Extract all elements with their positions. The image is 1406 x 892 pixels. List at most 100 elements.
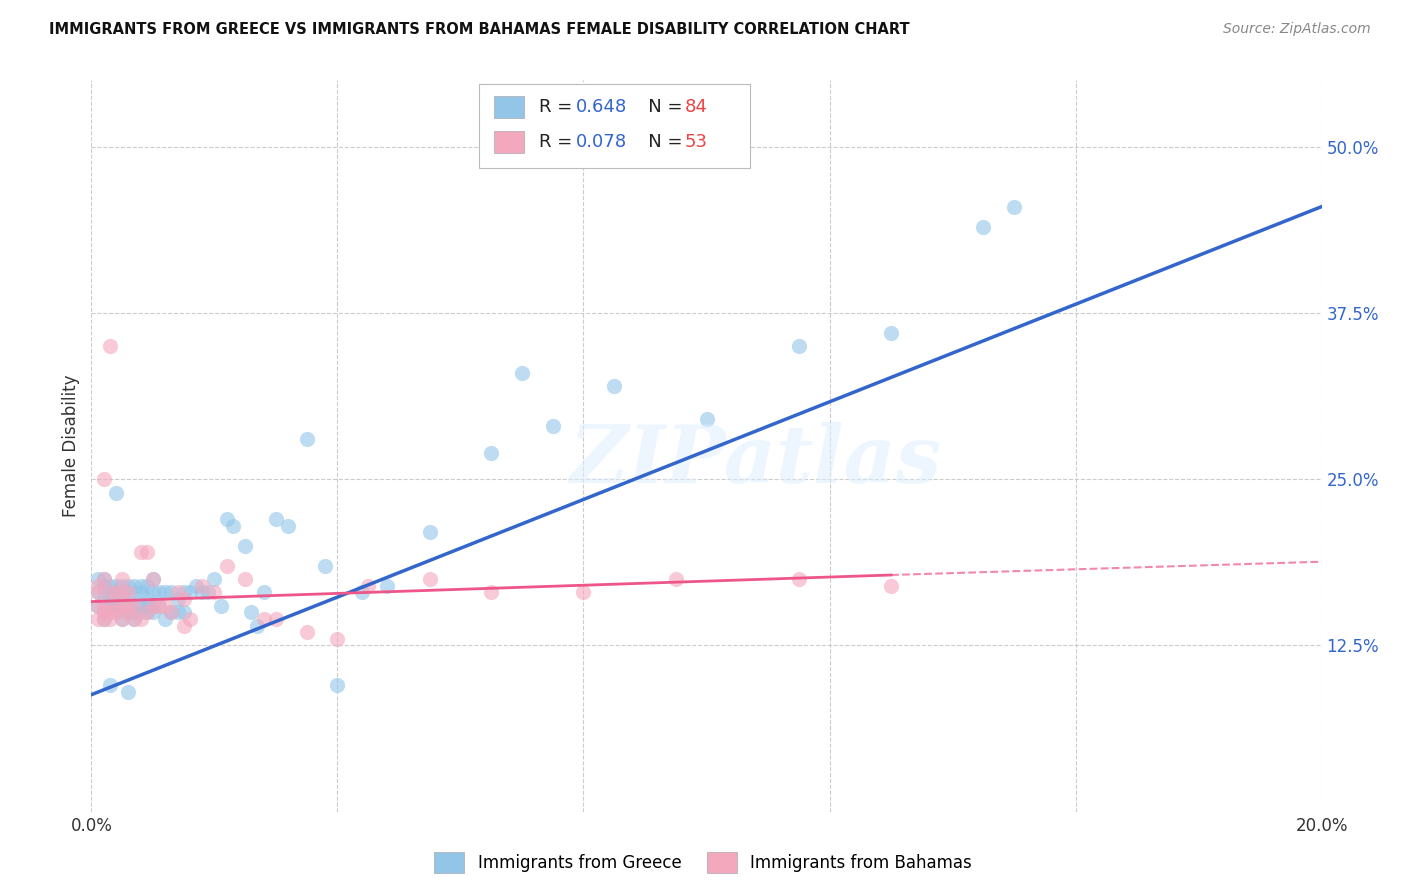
FancyBboxPatch shape [494, 131, 524, 153]
Point [142, 572, 165, 586]
Text: IMMIGRANTS FROM GREECE VS IMMIGRANTS FROM BAHAMAS FEMALE DISABILITY CORRELATION : IMMIGRANTS FROM GREECE VS IMMIGRANTS FRO… [49, 22, 910, 37]
Point [129, 605, 152, 619]
Point [142, 572, 165, 586]
Point [86, 599, 108, 613]
Point [98, 612, 121, 626]
Point [98, 599, 121, 613]
Point [215, 558, 238, 573]
Point [153, 612, 177, 626]
Point [117, 591, 139, 606]
Point [117, 585, 139, 599]
Point [117, 599, 139, 613]
Point [93, 612, 115, 626]
Point [117, 605, 139, 619]
Point [202, 572, 225, 586]
Text: Source: ZipAtlas.com: Source: ZipAtlas.com [1223, 22, 1371, 37]
Point [142, 599, 165, 613]
Point [135, 605, 157, 619]
Point [129, 579, 152, 593]
Point [148, 599, 170, 613]
Point [264, 612, 287, 626]
Point [117, 605, 139, 619]
Point [233, 539, 256, 553]
Point [277, 518, 299, 533]
Point [93, 591, 115, 606]
Point [111, 585, 134, 599]
Point [93, 599, 115, 613]
Point [117, 599, 139, 613]
Point [375, 579, 398, 593]
Point [93, 579, 115, 593]
Text: 0.078: 0.078 [576, 134, 627, 152]
Point [86, 585, 108, 599]
Point [240, 605, 263, 619]
Point [111, 612, 134, 626]
Point [124, 599, 146, 613]
Point [86, 572, 108, 586]
Point [173, 591, 195, 606]
Text: 84: 84 [685, 98, 707, 116]
Point [129, 545, 152, 559]
Point [98, 605, 121, 619]
Point [166, 605, 188, 619]
Point [253, 585, 276, 599]
Point [179, 612, 201, 626]
Point [264, 512, 287, 526]
Point [419, 525, 441, 540]
Point [665, 572, 688, 586]
Point [295, 433, 318, 447]
Point [184, 579, 207, 593]
Point [86, 599, 108, 613]
Point [86, 612, 108, 626]
Point [419, 572, 441, 586]
Point [148, 599, 170, 613]
FancyBboxPatch shape [494, 96, 524, 119]
Point [105, 585, 127, 599]
Point [148, 585, 170, 599]
Point [105, 585, 127, 599]
Point [129, 585, 152, 599]
Point [166, 585, 188, 599]
Point [129, 599, 152, 613]
Point [124, 599, 146, 613]
Point [98, 339, 121, 353]
Point [222, 518, 245, 533]
Point [153, 585, 177, 599]
Text: R =: R = [540, 98, 578, 116]
Point [98, 591, 121, 606]
Point [135, 591, 157, 606]
Point [105, 605, 127, 619]
Point [135, 605, 157, 619]
FancyBboxPatch shape [479, 84, 749, 168]
Point [326, 632, 349, 646]
Point [98, 678, 121, 692]
Point [191, 579, 214, 593]
Point [135, 579, 157, 593]
Point [111, 591, 134, 606]
Point [105, 599, 127, 613]
Point [160, 605, 183, 619]
Point [357, 579, 380, 593]
Point [350, 585, 373, 599]
Point [135, 599, 157, 613]
Point [142, 585, 165, 599]
Point [124, 605, 146, 619]
Point [117, 579, 139, 593]
Point [86, 585, 108, 599]
Point [173, 605, 195, 619]
Point [179, 585, 201, 599]
Point [124, 585, 146, 599]
Point [166, 591, 188, 606]
Point [111, 612, 134, 626]
Point [197, 585, 219, 599]
Point [98, 585, 121, 599]
Point [246, 618, 269, 632]
Point [880, 579, 903, 593]
Point [787, 339, 810, 353]
Point [124, 612, 146, 626]
Text: 53: 53 [685, 134, 707, 152]
Point [93, 472, 115, 486]
Point [253, 612, 276, 626]
Point [111, 599, 134, 613]
Point [142, 605, 165, 619]
